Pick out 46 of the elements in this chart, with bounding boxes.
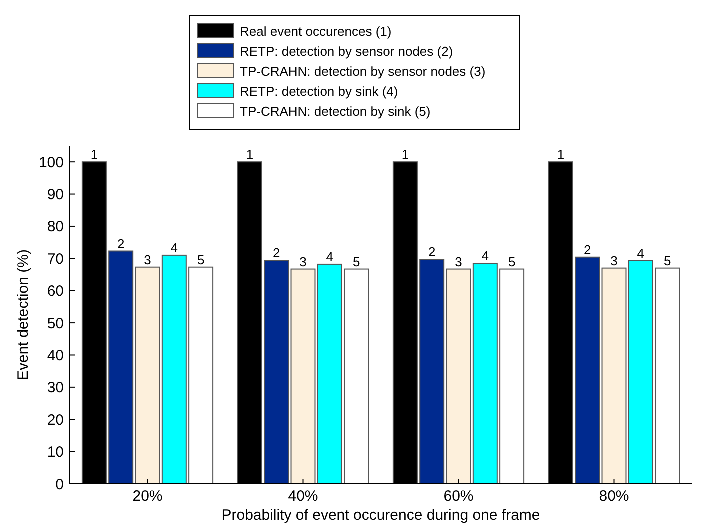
annotation: 3 — [610, 253, 618, 268]
annotation: 2 — [117, 236, 125, 252]
annotation: 4 — [170, 240, 178, 256]
annotation: 2 — [584, 242, 592, 258]
bar — [602, 268, 627, 484]
legend-label: TP-CRAHN: detection by sink (5) — [240, 104, 431, 119]
annotation: 4 — [482, 248, 490, 264]
annotation: 5 — [352, 254, 360, 270]
annotation: 3 — [300, 254, 307, 270]
x-axis-title: Probability of event occurence during one frame — [222, 507, 540, 524]
annotation: 3 — [455, 254, 462, 270]
annotation: 3 — [144, 252, 152, 268]
y-tick-label: 100 — [38, 154, 64, 172]
y-tick-label: 50 — [47, 315, 64, 332]
annotation: 2 — [428, 244, 436, 260]
y-tick-label: 40 — [47, 347, 64, 364]
y-tick-label: 90 — [47, 186, 64, 204]
y-tick-label: 30 — [47, 380, 64, 397]
bar — [446, 268, 472, 484]
annotation: 1 — [90, 147, 98, 162]
annotation: 1 — [557, 147, 565, 162]
annotation: 2 — [272, 246, 280, 261]
annotation: 1 — [402, 147, 410, 162]
annotation: 5 — [197, 252, 205, 268]
y-tick-label: 60 — [47, 283, 64, 300]
y-tick-label: 80 — [47, 218, 64, 236]
y-tick-label: 0 — [56, 476, 64, 494]
x-tick-label: 40% — [288, 488, 318, 505]
x-tick-label: 60% — [444, 488, 474, 505]
legend-label: RETP: detection by sink (4) — [240, 84, 398, 99]
annotation: 4 — [637, 246, 645, 261]
y-axis-title: Event detection (%) — [15, 250, 32, 380]
legend-label: TP-CRAHN: detection by sensor nodes (3) — [240, 64, 486, 79]
legend-label: Real event occurences (1) — [240, 24, 392, 39]
bar — [290, 268, 316, 484]
y-tick-label: 20 — [47, 412, 64, 429]
annotation: 5 — [508, 254, 516, 270]
x-tick-label: 80% — [599, 488, 630, 505]
annotation: 4 — [326, 249, 334, 264]
annotation: 5 — [664, 253, 672, 268]
bar — [135, 266, 160, 484]
annotation: 1 — [246, 147, 254, 162]
x-tick-label: 20% — [132, 488, 163, 505]
y-tick-label: 70 — [47, 250, 64, 268]
legend-label: RETP: detection by sensor nodes (2) — [240, 44, 454, 59]
y-tick-label: 10 — [47, 444, 64, 462]
